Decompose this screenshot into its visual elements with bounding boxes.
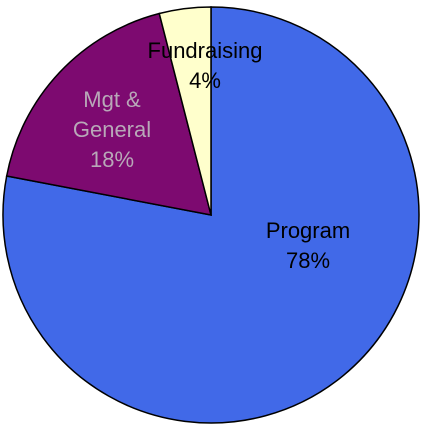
value-label: 78% — [285, 248, 331, 273]
slice-label: Fundraising 4% — [130, 36, 280, 96]
pie-slice — [158, 6, 212, 216]
value-label: 18% — [89, 147, 135, 172]
value-label: 4% — [189, 68, 221, 93]
category-label: Program — [265, 218, 351, 243]
category-label: Fundraising — [147, 38, 263, 63]
category-label: Mgt & General — [72, 87, 152, 142]
slice-label: Program 78% — [248, 216, 368, 276]
slice-label: Mgt & General 18% — [57, 85, 167, 175]
pie-slice — [5, 12, 213, 216]
